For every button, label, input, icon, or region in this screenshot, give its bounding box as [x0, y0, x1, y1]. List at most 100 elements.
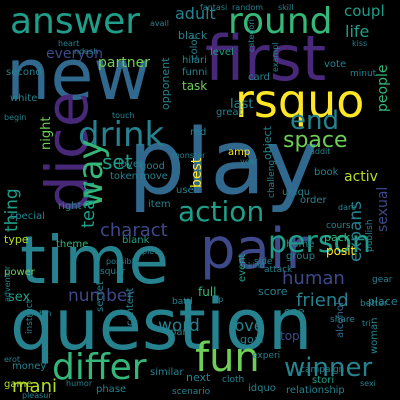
word: friend	[296, 290, 349, 311]
word: similar	[150, 367, 184, 378]
word: last	[230, 97, 254, 112]
word: minut	[350, 69, 377, 79]
word: adult	[175, 4, 216, 23]
word: blank	[122, 235, 150, 246]
word: person	[268, 225, 371, 260]
word: next	[186, 371, 211, 384]
word: white	[10, 93, 38, 104]
word: ndash	[74, 47, 99, 56]
word: money	[12, 361, 47, 372]
word: stori	[312, 375, 335, 386]
word: life	[345, 22, 370, 41]
word: begin	[4, 113, 27, 122]
word: hilari	[182, 55, 207, 66]
word: erot	[4, 355, 21, 364]
word: card	[248, 72, 270, 83]
word: part	[170, 327, 191, 338]
word: power	[4, 267, 35, 278]
word: better	[360, 299, 388, 309]
word: tri	[362, 319, 371, 328]
word: share	[330, 315, 355, 325]
word: pleasur	[22, 391, 52, 400]
word: great	[216, 107, 243, 118]
word: best	[189, 157, 205, 188]
word: dare	[338, 203, 357, 212]
word: coupl	[344, 2, 385, 20]
word: winner	[284, 353, 373, 383]
word: sexi	[360, 379, 376, 388]
word: humor	[66, 379, 93, 388]
word: year	[240, 157, 258, 166]
word: pair	[200, 217, 309, 282]
word: second	[6, 67, 42, 78]
word: monster	[172, 151, 206, 160]
word: lover	[118, 159, 144, 170]
word: relationship	[286, 385, 345, 396]
word: first	[205, 22, 327, 95]
word: skill	[278, 3, 294, 12]
word: team	[78, 181, 99, 228]
word: game	[4, 379, 33, 390]
word: drink	[78, 115, 165, 155]
word: book	[314, 167, 339, 178]
word: idquo	[248, 383, 276, 394]
word: random	[232, 3, 264, 12]
word: love	[230, 316, 264, 335]
word: sexual	[375, 186, 391, 232]
word: use	[176, 185, 194, 196]
word: home	[286, 239, 315, 250]
word: categori	[247, 19, 256, 52]
word: experi	[252, 351, 281, 361]
word: answer	[10, 1, 141, 42]
word: full	[198, 285, 217, 299]
word: addit	[310, 147, 331, 156]
word: exampl	[271, 42, 280, 72]
word: content	[125, 287, 136, 326]
word: group	[286, 251, 316, 262]
word: question	[10, 284, 313, 366]
word: red	[190, 127, 207, 138]
word: uniqu	[282, 187, 311, 198]
word: type	[4, 233, 29, 246]
word: attack	[264, 265, 293, 275]
word: right	[58, 201, 82, 212]
word: score	[258, 285, 288, 298]
word: order	[300, 195, 327, 206]
word: heart	[58, 39, 80, 48]
word: funni	[182, 67, 208, 78]
word: campaign	[300, 365, 345, 375]
word: gear	[372, 275, 393, 285]
word: challeng	[267, 159, 277, 198]
word: task	[182, 79, 208, 93]
word: kind	[248, 261, 266, 270]
word: action	[178, 195, 265, 228]
word: cours	[326, 221, 351, 231]
word: secret	[95, 281, 106, 312]
word: avail	[150, 19, 169, 28]
word: fantasi	[200, 3, 228, 12]
word: phase	[96, 384, 127, 395]
word: touch	[112, 111, 135, 120]
word: space	[283, 128, 348, 153]
word: pack	[324, 231, 351, 244]
word: one	[284, 305, 305, 318]
word: kiss	[352, 39, 368, 48]
word: place	[368, 295, 398, 308]
word: sex	[8, 290, 31, 305]
word: special	[10, 211, 45, 222]
word: posit	[326, 244, 356, 258]
word: end	[290, 106, 339, 136]
word: top	[280, 329, 300, 343]
word: piec	[142, 247, 159, 256]
word: opponent	[159, 57, 172, 110]
word: black	[178, 29, 208, 42]
word: differ	[52, 347, 147, 388]
word: play	[128, 110, 319, 215]
word: activ	[344, 169, 378, 185]
word: move	[140, 171, 168, 182]
word: object	[261, 126, 274, 160]
word: new	[6, 34, 151, 116]
word: round	[228, 1, 333, 42]
word: good	[140, 161, 165, 172]
word: event	[237, 253, 248, 282]
